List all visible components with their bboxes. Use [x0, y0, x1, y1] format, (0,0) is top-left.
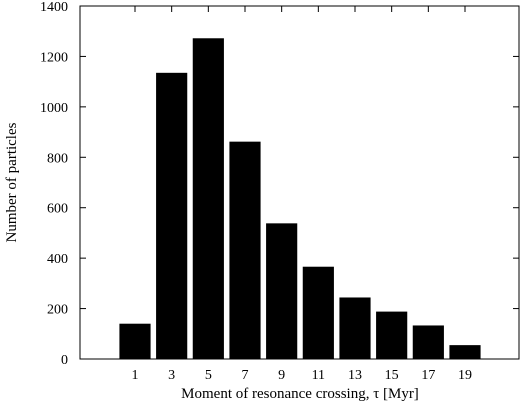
bar-5: [192, 38, 224, 359]
y-tick-label: 800: [47, 151, 68, 166]
y-tick-label: 600: [47, 202, 68, 217]
x-axis-label: Moment of resonance crossing, τ [Myr]: [181, 386, 419, 402]
x-ticks-group: 1 3 5 7 9 11 13 15 17 19: [132, 6, 472, 383]
bars-group: [119, 38, 481, 359]
bar-19: [449, 345, 481, 359]
y-tick-label: 1400: [40, 0, 68, 15]
x-tick-label: 13: [348, 368, 362, 383]
x-tick-label: 11: [312, 368, 325, 383]
x-tick-label: 3: [168, 368, 175, 383]
bar-15: [376, 311, 408, 359]
x-tick-label: 17: [421, 368, 435, 383]
x-tick-label: 5: [205, 368, 212, 383]
bar-3: [156, 72, 188, 359]
x-tick-label: 19: [458, 368, 472, 383]
bar-9: [266, 223, 298, 359]
bar-7: [229, 141, 261, 359]
x-tick-label: 7: [242, 368, 249, 383]
bar-11: [302, 266, 334, 359]
y-tick-label: 1000: [40, 101, 68, 116]
plot-frame: [79, 5, 520, 360]
bar-13: [339, 297, 371, 359]
y-ticks-group: 0 200 400 600 800 1000 1200 1400: [40, 0, 519, 368]
x-tick-label: 15: [385, 368, 399, 383]
y-tick-label: 400: [47, 252, 68, 267]
x-tick-label: 9: [278, 368, 285, 383]
y-tick-label: 0: [61, 353, 68, 368]
y-tick-label: 200: [47, 303, 68, 318]
y-tick-label: 1200: [40, 50, 68, 65]
y-axis-label: Number of particles: [4, 122, 20, 242]
x-tick-label: 1: [132, 368, 139, 383]
